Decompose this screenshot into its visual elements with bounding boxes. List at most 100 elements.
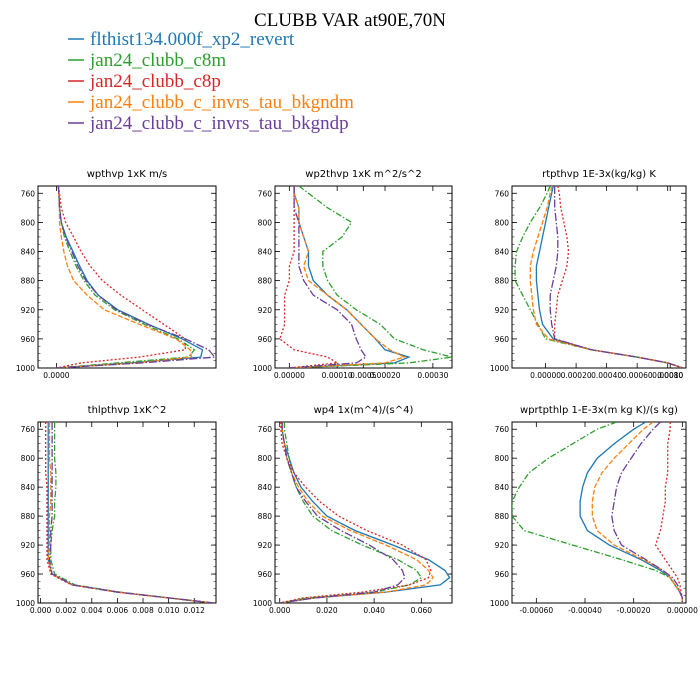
panel-title: wprtpthlp 1-E-3x(m kg K)/(s kg) xyxy=(520,405,678,416)
chart-panel-3: rtpthvp 1E-3x(kg/kg) K 760 800 840 880 920 960… xyxy=(490,169,687,380)
y-tick-label: 800 xyxy=(21,218,36,227)
plot-frame xyxy=(274,185,453,369)
series-line-4 xyxy=(289,186,406,368)
x-tick-label: 0.0000 xyxy=(43,371,69,380)
y-tick-label: 840 xyxy=(258,483,273,492)
y-tick-label: 1000 xyxy=(490,599,509,608)
x-tick-label: 0.040 xyxy=(363,606,385,615)
y-tick-label: 880 xyxy=(21,512,36,521)
y-tick-label: 800 xyxy=(21,454,36,463)
y-tick-label: 960 xyxy=(495,335,510,344)
x-tick-label: 0.00010 xyxy=(322,371,353,380)
series-line-5 xyxy=(48,422,214,603)
chart-panel-4: thlpthvp 1xK^276080084088092096010000.00… xyxy=(16,405,217,615)
x-tick-label: 0.00080 xyxy=(652,371,683,380)
x-tick-label: 0.00020 xyxy=(561,371,592,380)
y-tick-label: 1000 xyxy=(490,364,509,373)
panel-title: wp2thvp 1xK m^2/s^2 xyxy=(305,169,421,180)
panel-title: thlpthvp 1xK^2 xyxy=(88,405,167,416)
x-tick-label: 0.002 xyxy=(55,606,77,615)
series-line-3 xyxy=(654,422,683,603)
chart-panel-6: wprtpthlp 1-E-3x(m kg K)/(s kg) 760 800 840… xyxy=(490,405,698,615)
y-tick-label: 840 xyxy=(21,483,36,492)
y-tick-label: 880 xyxy=(495,277,510,286)
y-tick-label: 920 xyxy=(258,541,273,550)
y-tick-label: 920 xyxy=(21,306,36,315)
y-tick-label: 760 xyxy=(258,189,273,198)
series-line-2 xyxy=(289,186,452,368)
panel-title: wp4 1x(m^4)/(s^4) xyxy=(314,405,414,416)
y-tick-label: 840 xyxy=(21,248,36,257)
y-tick-label: 800 xyxy=(495,454,510,463)
x-tick-label: 0.004 xyxy=(81,606,103,615)
y-tick-label: 840 xyxy=(495,483,510,492)
y-tick-label: 760 xyxy=(495,425,510,434)
y-tick-label: 800 xyxy=(495,218,510,227)
series-line-4 xyxy=(56,186,193,368)
y-tick-label: 880 xyxy=(258,277,273,286)
y-tick-label: 960 xyxy=(21,570,36,579)
x-tick-label: -0.00040 xyxy=(568,606,602,615)
legend-label-5: jan24_clubb_c_invrs_tau_bkgndp xyxy=(89,113,349,134)
y-tick-label: 760 xyxy=(21,425,36,434)
y-tick-label: 960 xyxy=(21,335,36,344)
series-line-4 xyxy=(529,186,684,368)
series-line-4 xyxy=(591,422,683,603)
x-tick-label: 0.00000 xyxy=(667,606,698,615)
plot-frame xyxy=(37,421,217,604)
plot-frame xyxy=(511,421,687,604)
panel-title: rtpthvp 1E-3x(kg/kg) K xyxy=(542,169,656,180)
series-line-3 xyxy=(56,186,186,368)
y-tick-label: 880 xyxy=(21,277,36,286)
plot-frame xyxy=(511,185,687,369)
plot-frame xyxy=(37,185,217,369)
chart-panel-1: wpthvp 1xK m/s76080084088092096010000.00… xyxy=(16,169,684,380)
y-tick-label: 960 xyxy=(258,570,273,579)
x-tick-label: -0.00060 xyxy=(519,606,553,615)
y-tick-label: 760 xyxy=(21,189,36,198)
series-line-2 xyxy=(56,186,196,368)
series-line-2 xyxy=(50,422,214,603)
series-line-1 xyxy=(47,422,214,603)
x-tick-label: 0.000 xyxy=(269,606,291,615)
legend-label-1: flthist134.000f_xp2_revert xyxy=(90,29,295,50)
series-line-3 xyxy=(45,422,214,603)
x-tick-label: 0.006 xyxy=(107,606,129,615)
series-line-1 xyxy=(535,186,684,368)
y-tick-label: 760 xyxy=(495,189,510,198)
series-line-5 xyxy=(289,186,367,368)
series-line-3 xyxy=(554,186,684,368)
x-tick-label: -0.00020 xyxy=(617,606,651,615)
y-tick-label: 800 xyxy=(258,218,273,227)
chart-panels: wpthvp 1xK m/s76080084088092096010000.00… xyxy=(16,169,698,615)
y-tick-label: 1000 xyxy=(16,364,35,373)
legend-label-2: jan24_clubb_c8m xyxy=(89,50,226,71)
series-line-1 xyxy=(279,422,451,603)
legend-label-3: jan24_clubb_c8p xyxy=(89,71,221,92)
y-tick-label: 1000 xyxy=(253,599,272,608)
series-line-1 xyxy=(56,186,204,368)
x-tick-label: 0.00020 xyxy=(370,371,401,380)
x-tick-label: 0.010 xyxy=(158,606,180,615)
x-tick-label: 0.012 xyxy=(183,606,205,615)
y-tick-label: 1000 xyxy=(16,599,35,608)
legend: flthist134.000f_xp2_revertjan24_clubb_c8… xyxy=(68,29,354,134)
y-tick-label: 920 xyxy=(258,306,273,315)
x-tick-label: 0.000 xyxy=(30,606,52,615)
y-tick-label: 960 xyxy=(258,335,273,344)
x-tick-label: 0.00000 xyxy=(274,371,305,380)
x-tick-label: 0.060 xyxy=(411,606,433,615)
series-line-3 xyxy=(279,186,340,368)
y-tick-label: 880 xyxy=(258,512,273,521)
x-tick-label: 0.008 xyxy=(132,606,154,615)
y-tick-label: 920 xyxy=(21,541,36,550)
series-line-3 xyxy=(279,422,432,603)
legend-label-4: jan24_clubb_c_invrs_tau_bkgndm xyxy=(89,92,354,113)
series-line-5 xyxy=(549,186,684,368)
y-tick-label: 1000 xyxy=(253,364,272,373)
x-tick-label: 0.0010 xyxy=(657,371,683,380)
panel-title: wpthvp 1xK m/s xyxy=(87,169,168,180)
series-line-5 xyxy=(279,422,406,603)
series-line-4 xyxy=(47,422,214,603)
